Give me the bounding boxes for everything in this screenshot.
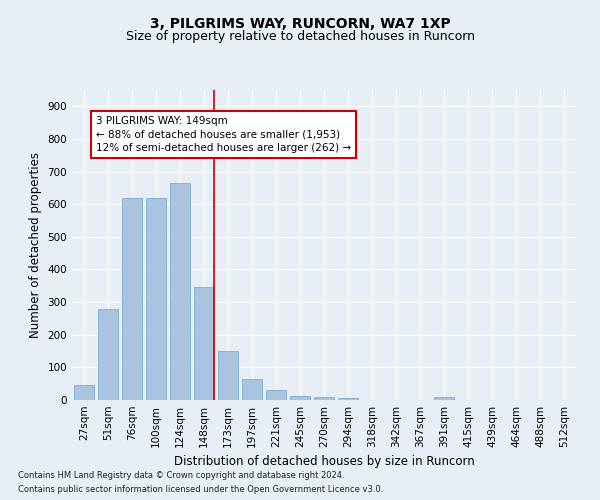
- Bar: [434, 398, 454, 400]
- Bar: [266, 390, 286, 400]
- Bar: [170, 183, 190, 400]
- Text: Contains HM Land Registry data © Crown copyright and database right 2024.: Contains HM Land Registry data © Crown c…: [18, 471, 344, 480]
- Text: 3, PILGRIMS WAY, RUNCORN, WA7 1XP: 3, PILGRIMS WAY, RUNCORN, WA7 1XP: [149, 18, 451, 32]
- Bar: [98, 308, 118, 400]
- Text: Contains public sector information licensed under the Open Government Licence v3: Contains public sector information licen…: [18, 485, 383, 494]
- Text: Size of property relative to detached houses in Runcorn: Size of property relative to detached ho…: [125, 30, 475, 43]
- X-axis label: Distribution of detached houses by size in Runcorn: Distribution of detached houses by size …: [173, 456, 475, 468]
- Bar: [146, 198, 166, 400]
- Bar: [194, 288, 214, 400]
- Bar: [314, 396, 334, 400]
- Bar: [290, 396, 310, 400]
- Text: 3 PILGRIMS WAY: 149sqm
← 88% of detached houses are smaller (1,953)
12% of semi-: 3 PILGRIMS WAY: 149sqm ← 88% of detached…: [96, 116, 351, 152]
- Bar: [122, 198, 142, 400]
- Bar: [218, 351, 238, 400]
- Bar: [74, 386, 94, 400]
- Y-axis label: Number of detached properties: Number of detached properties: [29, 152, 42, 338]
- Bar: [338, 398, 358, 400]
- Bar: [242, 379, 262, 400]
